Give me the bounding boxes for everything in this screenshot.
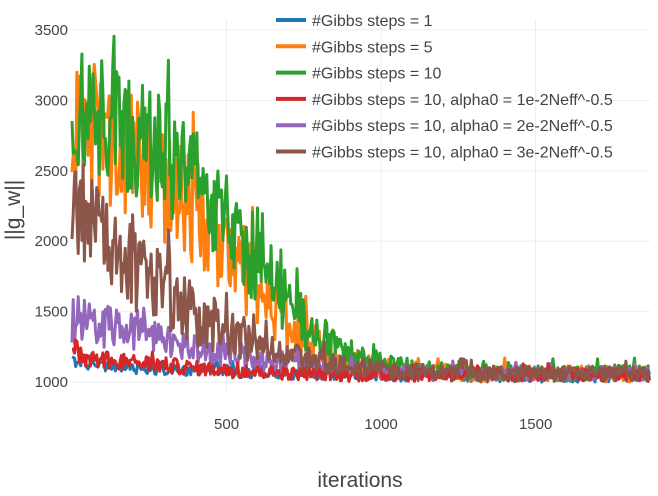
- tick-labels: 1000 1500 2000 2500 3000 3500 500 1000 1500: [35, 22, 553, 433]
- x-axis-title: iterations: [317, 469, 402, 492]
- legend-item-5[interactable]: #Gibbs steps = 10, alpha0 = 2e-2Neff^-0.…: [276, 118, 613, 135]
- y-tick-label: 1500: [35, 304, 68, 321]
- legend-label: #Gibbs steps = 10, alpha0 = 3e-2Neff^-0.…: [312, 145, 613, 162]
- series-line-6: [70, 163, 651, 383]
- legend-item-1[interactable]: #Gibbs steps = 1: [276, 13, 433, 30]
- series-line-3: [70, 34, 651, 383]
- legend-label: #Gibbs steps = 10, alpha0 = 2e-2Neff^-0.…: [312, 118, 613, 135]
- series-layer: [70, 34, 651, 384]
- x-tick-label: 1500: [519, 416, 552, 433]
- legend-item-4[interactable]: #Gibbs steps = 10, alpha0 = 1e-2Neff^-0.…: [276, 92, 613, 109]
- y-tick-label: 1000: [35, 374, 68, 391]
- y-tick-label: 3500: [35, 22, 68, 39]
- x-tick-label: 500: [214, 416, 239, 433]
- legend-item-2[interactable]: #Gibbs steps = 5: [276, 39, 433, 56]
- legend-label: #Gibbs steps = 10, alpha0 = 1e-2Neff^-0.…: [312, 92, 613, 109]
- legend[interactable]: #Gibbs steps = 1 #Gibbs steps = 5 #Gibbs s…: [276, 13, 613, 162]
- x-tick-label: 1000: [364, 416, 397, 433]
- legend-item-6[interactable]: #Gibbs steps = 10, alpha0 = 3e-2Neff^-0.…: [276, 145, 613, 162]
- y-tick-label: 3000: [35, 92, 68, 109]
- y-axis-title: ||g_w||: [2, 180, 25, 240]
- legend-label: #Gibbs steps = 5: [312, 39, 433, 56]
- legend-label: #Gibbs steps = 10: [312, 66, 442, 83]
- y-tick-label: 2000: [35, 233, 68, 250]
- legend-item-3[interactable]: #Gibbs steps = 10: [276, 66, 442, 83]
- legend-label: #Gibbs steps = 1: [312, 13, 433, 30]
- y-tick-label: 2500: [35, 163, 68, 180]
